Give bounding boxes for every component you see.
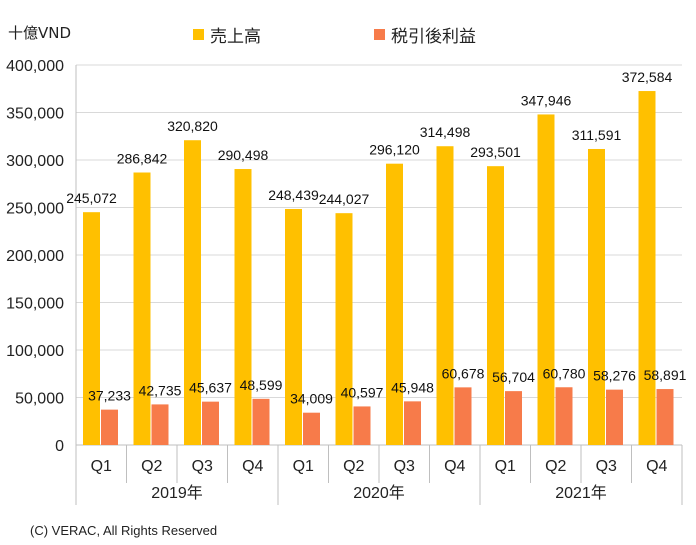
sales-bar bbox=[83, 212, 100, 445]
sales-data-label: 293,501 bbox=[470, 144, 521, 160]
legend-label-profit: 税引後利益 bbox=[391, 27, 476, 47]
x-tick-label: Q3 bbox=[192, 458, 213, 475]
x-tick-label: Q2 bbox=[141, 458, 162, 475]
sales-bar bbox=[285, 208, 302, 445]
sales-bar bbox=[537, 114, 555, 446]
profit-data-label: 45,637 bbox=[189, 380, 232, 396]
sales-bar bbox=[436, 146, 454, 445]
profit-data-label: 60,678 bbox=[442, 365, 485, 381]
x-tick-label: Q2 bbox=[545, 458, 566, 475]
sales-data-label: 320,820 bbox=[167, 118, 218, 134]
sales-data-label: 372,584 bbox=[622, 69, 673, 85]
y-tick-label: 300,000 bbox=[6, 153, 64, 170]
y-tick-label: 100,000 bbox=[6, 343, 64, 360]
y-tick-label: 250,000 bbox=[6, 201, 64, 218]
profit-data-label: 34,009 bbox=[290, 391, 333, 407]
legend-swatch-profit bbox=[374, 29, 385, 40]
legend-swatch-sales bbox=[193, 29, 204, 40]
sales-bar bbox=[234, 169, 252, 445]
sales-data-label: 245,072 bbox=[66, 190, 117, 206]
profit-bar bbox=[202, 401, 219, 445]
profit-bar bbox=[555, 387, 573, 445]
profit-data-label: 37,233 bbox=[88, 388, 131, 404]
profit-bar bbox=[151, 404, 169, 445]
profit-data-label: 42,735 bbox=[139, 382, 182, 398]
profit-data-label: 58,891 bbox=[644, 367, 687, 383]
sales-bar bbox=[133, 172, 151, 445]
sales-data-label: 314,498 bbox=[420, 124, 471, 140]
sales-bar bbox=[588, 148, 605, 445]
sales-bar bbox=[184, 140, 201, 445]
y-tick-label: 50,000 bbox=[15, 391, 64, 408]
sales-data-label: 248,439 bbox=[268, 187, 319, 203]
x-tick-label: Q1 bbox=[91, 458, 112, 475]
x-tick-label: Q4 bbox=[242, 458, 263, 475]
x-tick-label: Q3 bbox=[596, 458, 617, 475]
sales-data-label: 296,120 bbox=[369, 142, 420, 158]
y-tick-label: 0 bbox=[55, 438, 64, 455]
profit-data-label: 58,276 bbox=[593, 368, 636, 384]
profit-bar bbox=[353, 406, 371, 445]
y-tick-label: 350,000 bbox=[6, 106, 64, 123]
copyright-notice: (C) VERAC, All Rights Reserved bbox=[30, 523, 218, 538]
x-group-label: 2019年 bbox=[151, 484, 203, 502]
y-tick-label: 150,000 bbox=[6, 296, 64, 313]
profit-bar bbox=[252, 398, 270, 445]
legend-item-profit: 税引後利益 bbox=[374, 22, 476, 47]
profit-data-label: 40,597 bbox=[341, 384, 384, 400]
y-tick-label: 200,000 bbox=[6, 248, 64, 265]
x-tick-label: Q1 bbox=[293, 458, 314, 475]
profit-bar bbox=[303, 412, 320, 445]
sales-bar bbox=[638, 91, 656, 445]
profit-data-label: 48,599 bbox=[240, 377, 283, 393]
x-tick-label: Q4 bbox=[444, 458, 465, 475]
profit-bar bbox=[454, 387, 472, 445]
y-tick-label: 400,000 bbox=[6, 58, 64, 75]
sales-bar bbox=[386, 163, 403, 445]
x-tick-label: Q1 bbox=[495, 458, 516, 475]
x-group-label: 2021年 bbox=[555, 484, 607, 502]
profit-data-label: 56,704 bbox=[492, 369, 535, 385]
x-tick-label: Q3 bbox=[394, 458, 415, 475]
sales-data-label: 311,591 bbox=[572, 127, 622, 143]
sales-data-label: 286,842 bbox=[117, 151, 168, 167]
sales-data-label: 244,027 bbox=[319, 191, 370, 207]
y-axis-unit-label: 十億VND bbox=[8, 24, 72, 42]
x-tick-label: Q4 bbox=[646, 458, 667, 475]
legend-item-sales: 売上高 bbox=[193, 22, 261, 47]
profit-bar bbox=[505, 391, 522, 445]
sales-data-label: 290,498 bbox=[218, 147, 269, 163]
profit-data-label: 60,780 bbox=[543, 365, 586, 381]
profit-bar bbox=[656, 389, 674, 445]
profit-bar bbox=[606, 389, 623, 445]
profit-bar bbox=[101, 409, 118, 445]
x-group-label: 2020年 bbox=[353, 484, 405, 502]
profit-data-label: 45,948 bbox=[391, 379, 434, 395]
sales-data-label: 347,946 bbox=[521, 92, 572, 108]
profit-bar bbox=[404, 401, 421, 445]
x-tick-label: Q2 bbox=[343, 458, 364, 475]
sales-bar bbox=[335, 213, 353, 445]
legend-label-sales: 売上高 bbox=[210, 27, 261, 47]
sales-bar bbox=[487, 166, 504, 445]
